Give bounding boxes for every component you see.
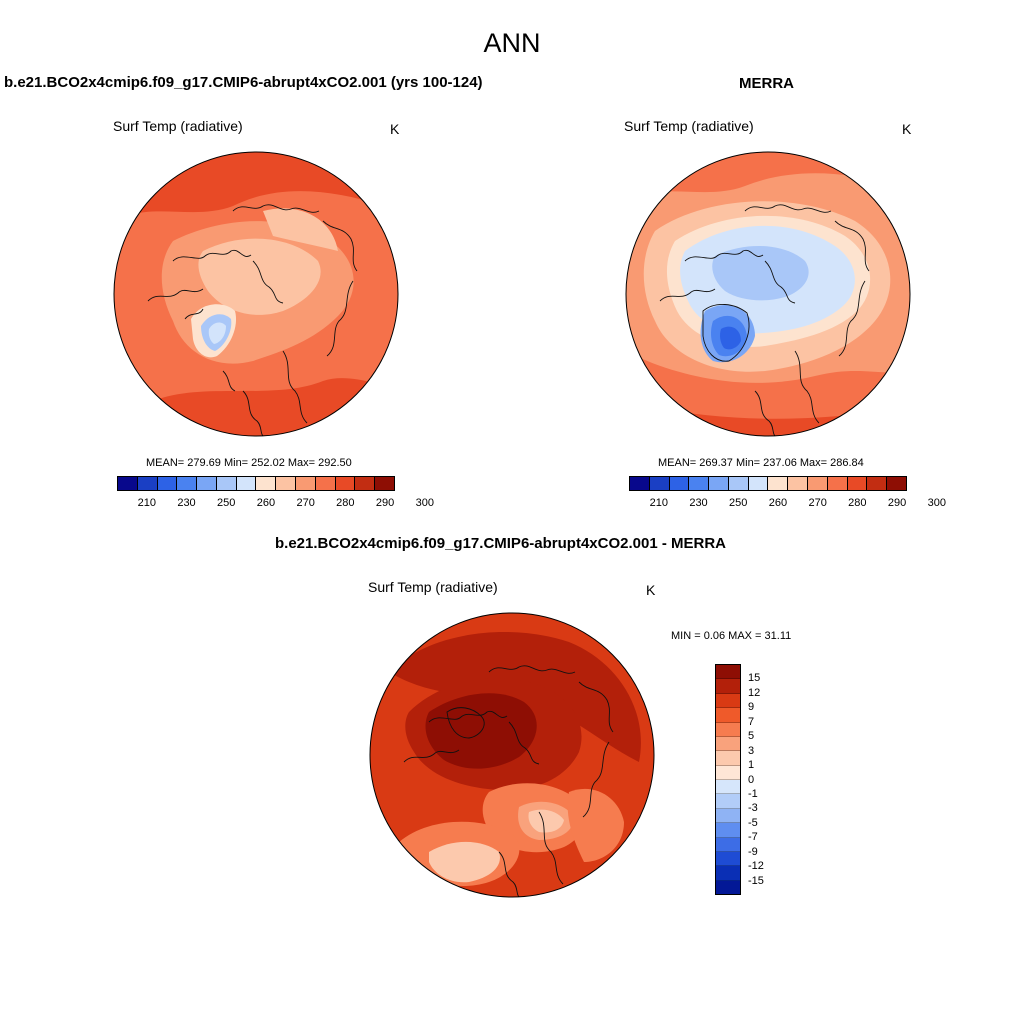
- colorbar-swatch: [827, 477, 848, 490]
- colorbar-tick-label: 3: [748, 744, 755, 757]
- colorbar-swatch: [236, 477, 257, 490]
- colorbar-tick-label: 7: [748, 715, 755, 728]
- colorbar-tick-label: 210: [137, 497, 156, 509]
- colorbar-swatch: [709, 477, 729, 490]
- colorbar-tick-label: 15: [748, 672, 761, 685]
- colorbar-swatch: [716, 679, 740, 694]
- colorbar-tick-label: -5: [748, 816, 758, 829]
- colorbar-tick-label: 280: [336, 497, 355, 509]
- colorbar-tick-label: 9: [748, 701, 755, 714]
- colorbar-swatch: [716, 780, 740, 795]
- colorbar-tick-label: 260: [256, 497, 276, 509]
- colorbar-tick-label: -7: [748, 831, 758, 844]
- colorbar-tick-label: 270: [296, 497, 315, 509]
- left-unit-label: K: [390, 121, 400, 137]
- colorbar-swatch: [716, 665, 740, 680]
- left-variable-label: Surf Temp (radiative): [113, 118, 243, 134]
- left-case-title: b.e21.BCO2x4cmip6.f09_g17.CMIP6-abrupt4x…: [4, 74, 483, 91]
- colorbar-swatch: [630, 477, 650, 490]
- colorbar-swatch: [335, 477, 356, 490]
- colorbar-swatch: [716, 794, 740, 809]
- colorbar-swatch: [355, 477, 376, 490]
- colorbar-swatch: [137, 477, 158, 490]
- colorbar-swatch: [177, 477, 198, 490]
- diff-colorbar: [715, 664, 741, 895]
- colorbar-swatch: [197, 477, 217, 490]
- colorbar-swatch: [689, 477, 710, 490]
- right-stats: MEAN= 269.37 Min= 237.06 Max= 286.84: [658, 457, 864, 469]
- colorbar-swatch: [216, 477, 237, 490]
- colorbar-swatch: [716, 808, 740, 824]
- colorbar-tick-label: 290: [375, 497, 395, 509]
- left-colorbar-ticks: 210 230 250 260 270 280 290 300: [117, 497, 434, 511]
- colorbar-tick-label: 230: [177, 497, 196, 509]
- colorbar-swatch: [867, 477, 888, 490]
- colorbar-swatch: [716, 765, 740, 780]
- colorbar-swatch: [118, 477, 138, 490]
- colorbar-swatch: [649, 477, 670, 490]
- left-polar-map: [113, 151, 399, 437]
- colorbar-tick-label: 250: [217, 497, 236, 509]
- colorbar-swatch: [716, 823, 740, 838]
- right-variable-label: Surf Temp (radiative): [624, 118, 754, 134]
- diff-polar-map: [369, 612, 655, 898]
- colorbar-tick-label: -9: [748, 845, 758, 858]
- colorbar-swatch: [716, 837, 740, 852]
- colorbar-swatch: [748, 477, 769, 490]
- colorbar-swatch: [716, 722, 740, 737]
- colorbar-swatch: [808, 477, 828, 490]
- right-case-title: MERRA: [739, 75, 794, 92]
- colorbar-swatch: [157, 477, 178, 490]
- colorbar-swatch: [716, 693, 740, 709]
- colorbar-swatch: [256, 477, 277, 490]
- colorbar-swatch: [887, 477, 906, 490]
- right-polar-map: [625, 151, 911, 437]
- colorbar-swatch: [296, 477, 316, 490]
- diff-variable-label: Surf Temp (radiative): [368, 579, 498, 595]
- colorbar-swatch: [716, 736, 740, 752]
- colorbar-tick-label: 300: [927, 497, 946, 509]
- colorbar-tick-label: 270: [808, 497, 827, 509]
- colorbar-swatch: [315, 477, 336, 490]
- colorbar-tick-label: 290: [887, 497, 907, 509]
- diff-stats: MIN = 0.06 MAX = 31.11: [671, 630, 792, 642]
- colorbar-swatch: [669, 477, 690, 490]
- colorbar-swatch: [716, 880, 740, 894]
- right-unit-label: K: [902, 121, 912, 137]
- colorbar-tick-label: 260: [768, 497, 788, 509]
- right-colorbar: [629, 476, 907, 491]
- main-title: ANN: [483, 28, 541, 58]
- left-stats: MEAN= 279.69 Min= 252.02 Max= 292.50: [146, 457, 352, 469]
- left-colorbar: [117, 476, 395, 491]
- colorbar-tick-label: 250: [729, 497, 748, 509]
- colorbar-swatch: [375, 477, 394, 490]
- colorbar-swatch: [716, 708, 740, 723]
- colorbar-tick-label: -12: [748, 860, 764, 873]
- colorbar-tick-label: -15: [748, 874, 764, 887]
- colorbar-tick-label: -3: [748, 802, 758, 815]
- colorbar-swatch: [847, 477, 868, 490]
- colorbar-tick-label: 5: [748, 730, 755, 743]
- colorbar-swatch: [716, 866, 740, 881]
- colorbar-swatch: [716, 751, 740, 766]
- diff-case-title: b.e21.BCO2x4cmip6.f09_g17.CMIP6-abrupt4x…: [275, 535, 726, 552]
- colorbar-tick-label: 210: [649, 497, 668, 509]
- colorbar-swatch: [728, 477, 749, 490]
- diff-unit-label: K: [646, 582, 656, 598]
- diff-colorbar-ticks: 15 12 9 7 5 3 1 0 -1 -3 -5 -7 -9 -12 -15: [748, 664, 788, 895]
- colorbar-swatch: [788, 477, 809, 490]
- colorbar-tick-label: 1: [748, 759, 755, 772]
- colorbar-swatch: [768, 477, 789, 490]
- right-colorbar-ticks: 210 230 250 260 270 280 290 300: [629, 497, 946, 511]
- colorbar-tick-label: 0: [748, 773, 755, 786]
- colorbar-swatch: [276, 477, 297, 490]
- colorbar-tick-label: 230: [689, 497, 708, 509]
- colorbar-tick-label: 12: [748, 686, 761, 699]
- colorbar-swatch: [716, 851, 740, 867]
- colorbar-tick-label: 300: [415, 497, 434, 509]
- colorbar-tick-label: 280: [848, 497, 867, 509]
- colorbar-tick-label: -1: [748, 787, 758, 800]
